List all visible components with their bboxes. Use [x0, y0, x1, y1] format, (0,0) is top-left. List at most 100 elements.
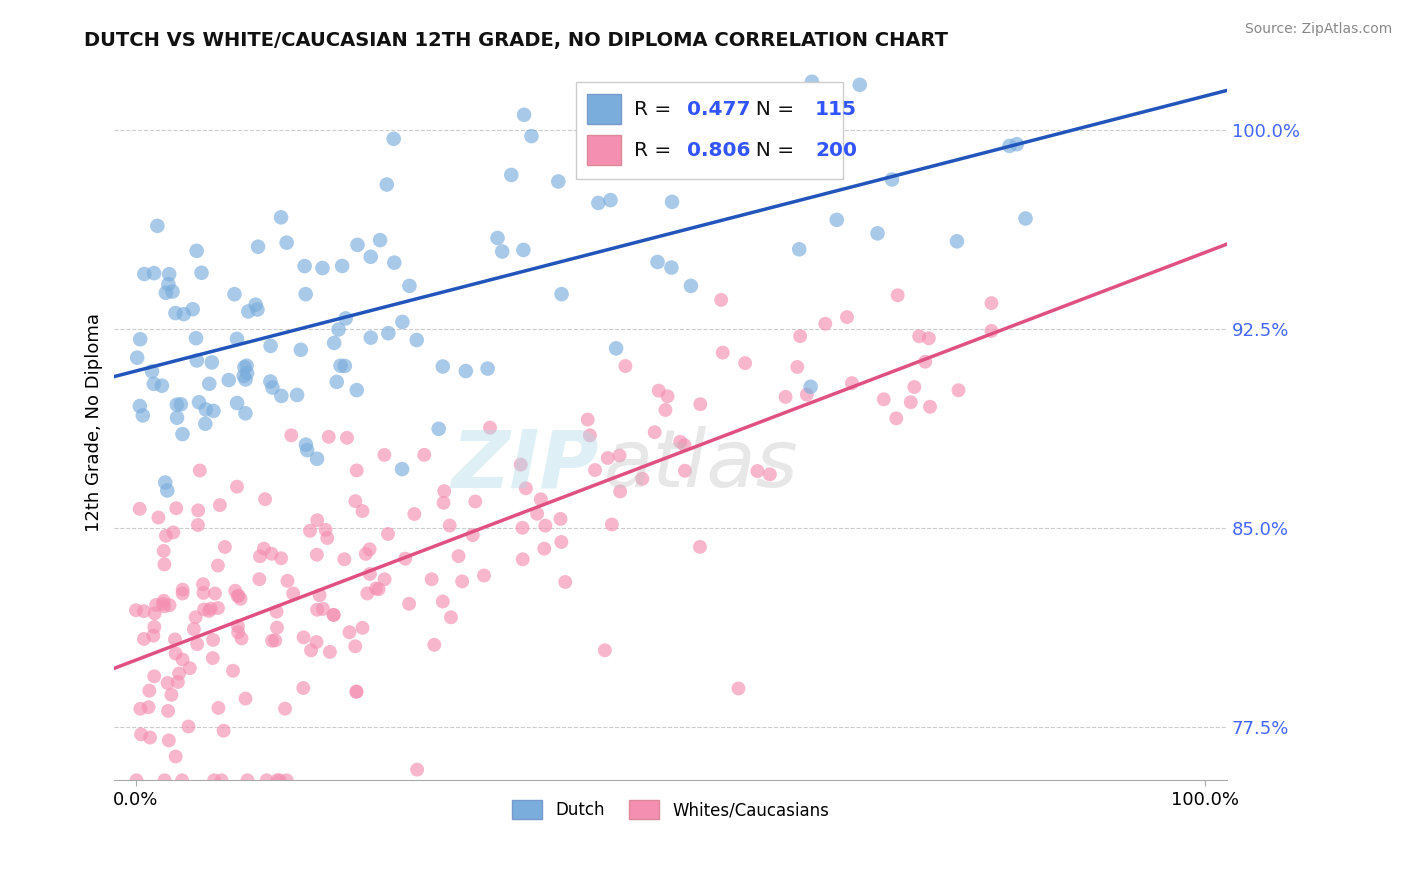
Whites/Caucasians — [404, 507, 426, 521]
Dutch — [1005, 137, 1028, 152]
Whites/Caucasians — [202, 773, 225, 788]
Whites/Caucasians — [184, 610, 207, 624]
Whites/Caucasians — [873, 392, 896, 407]
Whites/Caucasians — [153, 773, 176, 788]
Dutch — [270, 389, 292, 403]
Whites/Caucasians — [308, 588, 330, 602]
Dutch — [382, 255, 405, 269]
Dutch — [1014, 211, 1036, 226]
Dutch — [880, 172, 903, 186]
Dutch — [194, 402, 217, 417]
Text: DUTCH VS WHITE/CAUCASIAN 12TH GRADE, NO DIPLOMA CORRELATION CHART: DUTCH VS WHITE/CAUCASIAN 12TH GRADE, NO … — [84, 31, 949, 50]
Dutch — [305, 451, 328, 466]
Dutch — [328, 322, 350, 336]
Whites/Caucasians — [201, 651, 224, 665]
Whites/Caucasians — [228, 589, 250, 603]
Dutch — [398, 278, 420, 293]
Whites/Caucasians — [198, 604, 221, 618]
Whites/Caucasians — [346, 463, 368, 477]
Dutch — [294, 259, 316, 273]
Whites/Caucasians — [747, 464, 769, 478]
Dutch — [501, 168, 523, 182]
Whites/Caucasians — [657, 389, 679, 403]
Whites/Caucasians — [796, 387, 818, 401]
Whites/Caucasians — [193, 586, 215, 600]
Whites/Caucasians — [152, 544, 174, 558]
Whites/Caucasians — [654, 403, 676, 417]
Dutch — [226, 332, 249, 346]
Whites/Caucasians — [172, 652, 194, 666]
Dutch — [333, 359, 356, 373]
Dutch — [786, 93, 808, 107]
Text: N =: N = — [742, 141, 800, 160]
Dutch — [184, 331, 207, 345]
Whites/Caucasians — [226, 625, 249, 640]
FancyBboxPatch shape — [588, 135, 620, 165]
Dutch — [246, 302, 269, 317]
Whites/Caucasians — [550, 512, 572, 526]
Whites/Caucasians — [356, 586, 378, 600]
Whites/Caucasians — [188, 463, 211, 477]
Whites/Caucasians — [298, 524, 321, 538]
Whites/Caucasians — [143, 669, 166, 683]
Whites/Caucasians — [214, 540, 236, 554]
Whites/Caucasians — [315, 523, 337, 537]
Dutch — [186, 244, 208, 258]
Whites/Caucasians — [187, 518, 209, 533]
Whites/Caucasians — [138, 683, 160, 698]
Dutch — [172, 427, 194, 442]
Whites/Caucasians — [318, 430, 340, 444]
Whites/Caucasians — [980, 324, 1002, 338]
Whites/Caucasians — [759, 467, 782, 482]
Whites/Caucasians — [526, 507, 548, 521]
Whites/Caucasians — [398, 597, 420, 611]
Dutch — [377, 326, 399, 341]
Whites/Caucasians — [274, 701, 297, 715]
Whites/Caucasians — [464, 494, 486, 508]
Dutch — [247, 240, 270, 254]
Dutch — [605, 342, 627, 356]
Dutch — [329, 359, 352, 373]
Whites/Caucasians — [222, 664, 245, 678]
Whites/Caucasians — [177, 719, 200, 733]
Dutch — [262, 381, 284, 395]
Whites/Caucasians — [129, 727, 152, 741]
Whites/Caucasians — [305, 548, 328, 562]
Whites/Caucasians — [377, 527, 399, 541]
Whites/Caucasians — [172, 582, 194, 597]
Dutch — [128, 399, 150, 413]
Whites/Caucasians — [710, 293, 733, 307]
Whites/Caucasians — [266, 605, 288, 619]
Whites/Caucasians — [576, 412, 599, 426]
Dutch — [706, 155, 728, 169]
Dutch — [295, 437, 318, 451]
Whites/Caucasians — [208, 498, 231, 512]
FancyBboxPatch shape — [588, 95, 620, 124]
Whites/Caucasians — [554, 574, 576, 589]
Whites/Caucasians — [276, 773, 298, 788]
Dutch — [156, 483, 179, 498]
Dutch — [382, 132, 405, 146]
Whites/Caucasians — [212, 723, 235, 738]
Dutch — [323, 335, 346, 350]
Whites/Caucasians — [509, 458, 531, 472]
Whites/Caucasians — [235, 691, 257, 706]
Whites/Caucasians — [256, 773, 278, 788]
Whites/Caucasians — [593, 643, 616, 657]
Whites/Caucasians — [609, 484, 631, 499]
Dutch — [647, 255, 669, 269]
FancyBboxPatch shape — [576, 82, 844, 178]
Whites/Caucasians — [512, 552, 534, 566]
Whites/Caucasians — [156, 676, 179, 690]
Dutch — [477, 361, 499, 376]
Whites/Caucasians — [211, 773, 233, 788]
Dutch — [360, 250, 382, 264]
Whites/Caucasians — [155, 529, 177, 543]
Dutch — [661, 194, 683, 209]
Whites/Caucasians — [249, 549, 271, 564]
Dutch — [405, 333, 427, 347]
Whites/Caucasians — [734, 356, 756, 370]
Whites/Caucasians — [283, 586, 305, 600]
Dutch — [181, 302, 204, 317]
Text: 200: 200 — [815, 141, 858, 160]
